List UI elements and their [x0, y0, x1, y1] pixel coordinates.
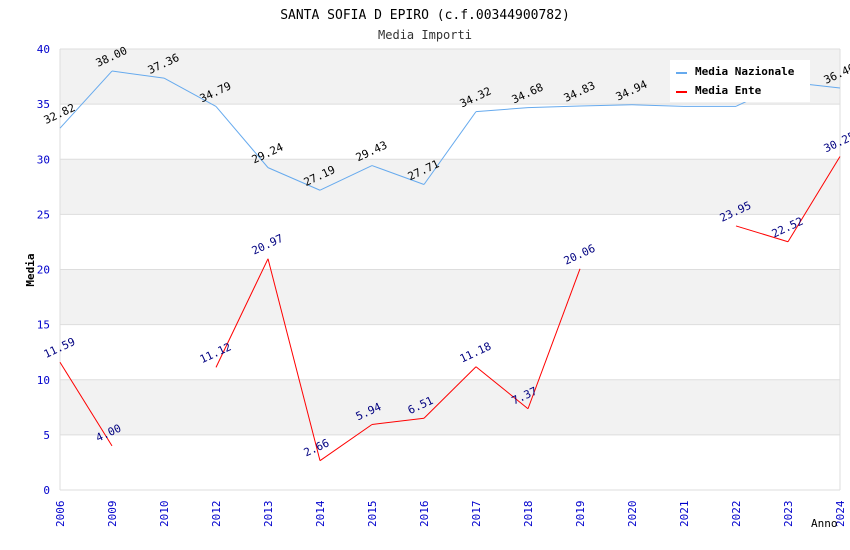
series-segment-ente — [787, 156, 841, 242]
x-tick-label: 2022 — [730, 501, 743, 528]
x-tick-label: 2015 — [366, 501, 379, 528]
series-segment-nazionale — [267, 167, 321, 191]
x-tick-label: 2014 — [314, 500, 327, 527]
series-segment-ente — [59, 361, 113, 447]
x-tick-label: 2024 — [834, 500, 847, 527]
series-segment-ente — [267, 258, 321, 461]
y-tick-label: 40 — [37, 43, 50, 56]
series-segment-ente — [423, 366, 477, 419]
series-segment-nazionale — [111, 70, 165, 79]
x-tick-label: 2012 — [210, 501, 223, 528]
y-tick-label: 5 — [43, 429, 50, 442]
series-segment-nazionale — [163, 77, 217, 107]
y-tick-label: 10 — [37, 374, 50, 387]
series-segment-ente — [527, 268, 581, 409]
x-tick-label: 2018 — [522, 501, 535, 528]
data-label: 11.18 — [458, 340, 494, 366]
grid-band — [60, 269, 840, 325]
series-segment-nazionale — [475, 107, 529, 113]
x-tick-label: 2017 — [470, 501, 483, 528]
series-segment-nazionale — [631, 104, 685, 107]
x-tick-label: 2020 — [626, 501, 639, 528]
x-tick-label: 2009 — [106, 501, 119, 528]
legend-label-nazionale: Media Nazionale — [695, 65, 795, 78]
chart-subtitle: Media Importi — [378, 28, 472, 42]
series-segment-ente — [475, 366, 529, 410]
x-tick-label: 2010 — [158, 501, 171, 528]
series-segment-nazionale — [423, 111, 477, 185]
series-segment-nazionale — [319, 165, 373, 191]
y-tick-label: 35 — [37, 98, 50, 111]
series-segment-ente — [215, 258, 269, 368]
series-segment-ente — [735, 225, 789, 243]
x-axis-label: Anno — [811, 517, 838, 530]
x-tick-label: 2006 — [54, 501, 67, 528]
series-segment-ente — [319, 424, 373, 462]
data-label: 11.12 — [198, 340, 234, 366]
grid-band — [60, 159, 840, 215]
y-axis-label: Media — [24, 253, 37, 286]
y-tick-label: 25 — [37, 208, 50, 221]
data-label: 20.97 — [250, 232, 286, 258]
legend: Media Nazionale Media Ente — [670, 60, 810, 102]
y-tick-label: 20 — [37, 264, 50, 277]
x-tick-label: 2023 — [782, 501, 795, 528]
y-tick-label: 0 — [43, 484, 50, 497]
x-tick-label: 2019 — [574, 501, 587, 528]
chart-title: SANTA SOFIA D EPIRO (c.f.00344900782) — [280, 8, 570, 23]
y-tick-label: 15 — [37, 319, 50, 332]
series-segment-nazionale — [579, 104, 633, 107]
grid-band — [60, 379, 840, 435]
legend-label-ente: Media Ente — [695, 84, 762, 97]
series-segment-nazionale — [371, 165, 425, 185]
series-segment-nazionale — [215, 106, 269, 168]
x-tick-label: 2013 — [262, 501, 275, 528]
data-label: 30.25 — [822, 129, 850, 155]
x-tick-label: 2021 — [678, 501, 691, 528]
y-tick-label: 30 — [37, 153, 50, 166]
data-label: 20.06 — [562, 242, 598, 268]
series-segment-nazionale — [527, 105, 581, 109]
series-segment-nazionale — [59, 70, 113, 129]
series-segment-ente — [371, 417, 425, 426]
data-label: 22.52 — [770, 215, 806, 241]
x-tick-label: 2016 — [418, 501, 431, 528]
